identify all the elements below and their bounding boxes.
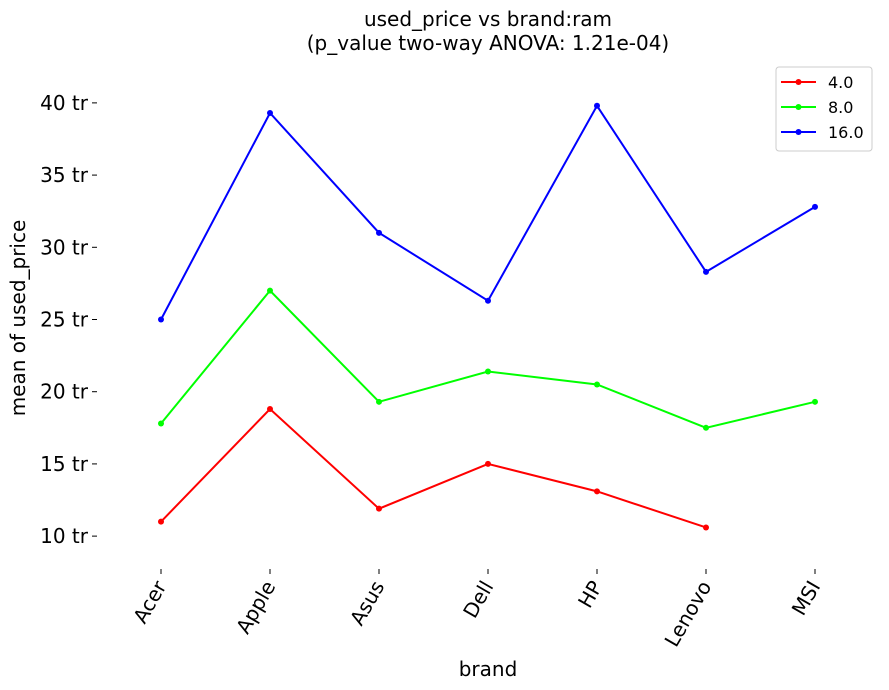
y-tick-label: 20 tr [40,380,89,404]
series-4.0 [158,406,709,531]
data-point [594,102,600,109]
data-point [812,203,818,210]
data-point [485,460,491,467]
data-point [376,505,382,512]
x-tick-label: MSI [787,577,826,620]
data-point [594,488,600,495]
legend-swatch-marker [795,104,802,110]
y-tick-label: 15 tr [40,452,89,476]
x-axis: Acer Apple Asus Dell HP Lenovo MSI [128,569,825,651]
data-point [267,109,273,116]
chart-title: used_price vs brand:ram [364,7,612,31]
data-point [158,316,164,323]
data-point [158,420,164,427]
data-point [703,424,709,431]
data-point [594,381,600,388]
y-axis-label: mean of used_price [6,220,30,417]
data-point [376,398,382,405]
data-point [267,406,273,413]
series-line [160,289,816,429]
x-tick-label: Lenovo [659,577,716,651]
series-line [160,103,816,320]
x-tick-label: Apple [231,577,280,638]
series-8.0 [158,287,818,431]
y-tick-label: 30 tr [40,235,89,259]
y-tick-label: 25 tr [40,308,89,332]
data-point [267,287,273,294]
legend-swatch-marker [795,79,802,85]
y-axis: 10 tr 15 tr 20 tr 25 tr 30 tr 35 tr 40 tr [40,91,97,548]
series-16.0 [158,102,818,323]
legend-swatch-marker [795,129,802,135]
data-point [485,297,491,304]
x-axis-label: brand [459,657,518,681]
y-tick-label: 10 tr [40,524,89,548]
legend-label: 16.0 [828,123,864,142]
x-tick-label: Acer [128,576,172,628]
legend: 4.0 8.0 16.0 [775,66,873,152]
x-tick-label: HP [573,577,607,612]
x-tick-label: Asus [345,577,389,630]
data-point [703,524,709,531]
data-point [376,229,382,236]
chart-subtitle: (p_value two-way ANOVA: 1.21e-04) [307,31,669,55]
series-layer [158,102,818,531]
y-tick-label: 35 tr [40,163,89,187]
legend-label: 8.0 [828,98,853,117]
legend-label: 4.0 [828,73,853,92]
data-point [485,368,491,375]
data-point [158,518,164,525]
data-point [812,398,818,405]
x-tick-label: Dell [458,577,498,623]
data-point [703,268,709,275]
series-line [160,407,707,529]
y-tick-label: 40 tr [40,91,89,115]
